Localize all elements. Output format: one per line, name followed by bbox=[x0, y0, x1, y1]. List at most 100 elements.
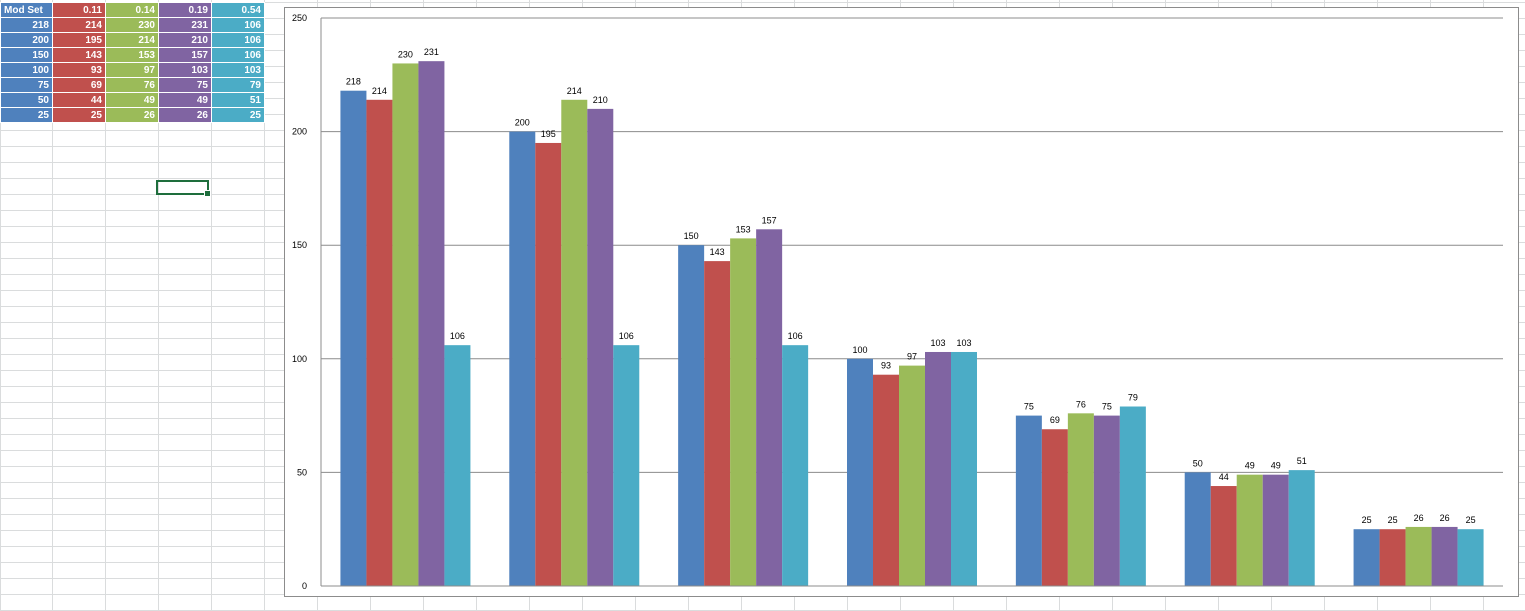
bar[interactable] bbox=[1288, 470, 1315, 586]
y-tick-label: 0 bbox=[302, 581, 307, 591]
data-label: 195 bbox=[541, 129, 556, 139]
table-cell[interactable]: 200 bbox=[0, 32, 53, 48]
bar[interactable] bbox=[1457, 529, 1484, 586]
header-cell[interactable]: 0.14 bbox=[105, 2, 159, 18]
table-cell[interactable]: 25 bbox=[211, 107, 265, 123]
bar[interactable] bbox=[1119, 406, 1146, 586]
table-cell[interactable]: 25 bbox=[52, 107, 106, 123]
data-label: 143 bbox=[710, 247, 725, 257]
table-cell[interactable]: 103 bbox=[158, 62, 212, 78]
header-cell[interactable]: 0.54 bbox=[211, 2, 265, 18]
bar[interactable] bbox=[418, 61, 445, 587]
bar[interactable] bbox=[587, 108, 614, 586]
data-label: 25 bbox=[1388, 515, 1398, 525]
bar[interactable] bbox=[1431, 526, 1458, 586]
data-label: 25 bbox=[1466, 515, 1476, 525]
table-cell[interactable]: 100 bbox=[0, 62, 53, 78]
table-cell[interactable]: 150 bbox=[0, 47, 53, 63]
table-cell[interactable]: 97 bbox=[105, 62, 159, 78]
table-cell[interactable]: 51 bbox=[211, 92, 265, 108]
table-cell[interactable]: 214 bbox=[105, 32, 159, 48]
bar[interactable] bbox=[1353, 529, 1380, 586]
bar[interactable] bbox=[613, 345, 640, 586]
table-cell[interactable]: 69 bbox=[52, 77, 106, 93]
bar[interactable] bbox=[782, 345, 809, 586]
bar[interactable] bbox=[561, 99, 588, 587]
table-cell[interactable]: 214 bbox=[52, 17, 106, 33]
bar[interactable] bbox=[1041, 429, 1068, 586]
table-cell[interactable]: 157 bbox=[158, 47, 212, 63]
bar[interactable] bbox=[1379, 529, 1406, 586]
table-cell[interactable]: 143 bbox=[52, 47, 106, 63]
bar[interactable] bbox=[535, 142, 562, 586]
bar[interactable] bbox=[366, 99, 393, 587]
selected-cell[interactable] bbox=[156, 180, 211, 197]
table-cell[interactable]: 75 bbox=[0, 77, 53, 93]
table-cell[interactable]: 26 bbox=[158, 107, 212, 123]
data-table[interactable]: Mod Set 0.11 0.14 0.19 0.54 218 214 230 231 106 20… bbox=[0, 2, 265, 123]
table-cell[interactable]: 25 bbox=[0, 107, 53, 123]
y-tick-label: 250 bbox=[292, 13, 307, 23]
y-tick-label: 150 bbox=[292, 240, 307, 250]
bar[interactable] bbox=[340, 90, 367, 586]
table-row: 150 143 153 157 106 bbox=[0, 47, 265, 63]
data-label: 231 bbox=[424, 47, 439, 57]
table-cell[interactable]: 195 bbox=[52, 32, 106, 48]
table-cell[interactable]: 50 bbox=[0, 92, 53, 108]
bar[interactable] bbox=[1093, 415, 1120, 586]
table-cell[interactable]: 210 bbox=[158, 32, 212, 48]
table-cell[interactable]: 106 bbox=[211, 17, 265, 33]
bar[interactable] bbox=[704, 261, 731, 586]
bar[interactable] bbox=[392, 63, 419, 586]
table-cell[interactable]: 44 bbox=[52, 92, 106, 108]
data-label: 76 bbox=[1076, 399, 1086, 409]
bar[interactable] bbox=[1184, 472, 1211, 586]
data-label: 51 bbox=[1297, 456, 1307, 466]
header-cell[interactable]: 0.11 bbox=[52, 2, 106, 18]
table-cell[interactable]: 79 bbox=[211, 77, 265, 93]
table-cell[interactable]: 106 bbox=[211, 47, 265, 63]
bar[interactable] bbox=[1015, 415, 1042, 586]
table-cell[interactable]: 93 bbox=[52, 62, 106, 78]
bar[interactable] bbox=[756, 229, 783, 586]
bar[interactable] bbox=[1405, 526, 1432, 586]
table-cell[interactable]: 75 bbox=[158, 77, 212, 93]
data-label: 106 bbox=[619, 331, 634, 341]
table-cell[interactable]: 103 bbox=[211, 62, 265, 78]
bar[interactable] bbox=[509, 131, 536, 586]
data-label: 69 bbox=[1050, 415, 1060, 425]
bar[interactable] bbox=[1067, 413, 1094, 586]
data-label: 157 bbox=[762, 215, 777, 225]
data-label: 153 bbox=[736, 224, 751, 234]
bar[interactable] bbox=[873, 374, 899, 586]
table-cell[interactable]: 49 bbox=[158, 92, 212, 108]
table-cell[interactable]: 106 bbox=[211, 32, 265, 48]
bar[interactable] bbox=[1236, 474, 1263, 586]
header-label-cell[interactable]: Mod Set bbox=[0, 2, 53, 18]
data-label: 150 bbox=[684, 231, 699, 241]
table-cell[interactable]: 76 bbox=[105, 77, 159, 93]
bar[interactable] bbox=[678, 245, 705, 586]
chart-area[interactable]: 0 50 100 150 200 250 218 214 230 231 106 200 195 214 2… bbox=[284, 7, 1519, 597]
data-label: 44 bbox=[1219, 472, 1229, 482]
table-cell[interactable]: 231 bbox=[158, 17, 212, 33]
table-cell[interactable]: 26 bbox=[105, 107, 159, 123]
table-cell[interactable]: 49 bbox=[105, 92, 159, 108]
y-tick-label: 200 bbox=[292, 127, 307, 137]
bar[interactable] bbox=[899, 365, 925, 586]
bar[interactable] bbox=[444, 345, 471, 586]
bar[interactable] bbox=[951, 351, 977, 586]
bar[interactable] bbox=[1262, 474, 1289, 586]
y-tick-label: 50 bbox=[297, 467, 307, 477]
table-cell[interactable]: 230 bbox=[105, 17, 159, 33]
fill-handle[interactable] bbox=[204, 190, 211, 197]
table-cell[interactable]: 153 bbox=[105, 47, 159, 63]
table-cell[interactable]: 218 bbox=[0, 17, 53, 33]
data-label: 214 bbox=[372, 86, 387, 96]
bar[interactable] bbox=[1210, 486, 1237, 586]
data-label: 103 bbox=[956, 338, 971, 348]
bar[interactable] bbox=[925, 351, 951, 586]
header-cell[interactable]: 0.19 bbox=[158, 2, 212, 18]
bar[interactable] bbox=[730, 238, 757, 586]
bar[interactable] bbox=[847, 358, 873, 586]
